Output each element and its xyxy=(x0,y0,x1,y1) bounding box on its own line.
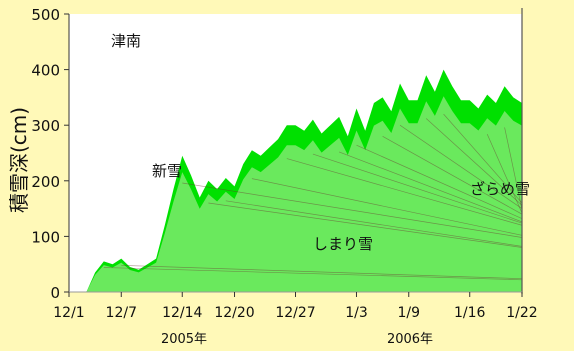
layer-boundary xyxy=(182,182,522,238)
y-axis-label: 積雪深(cm) xyxy=(7,107,31,213)
y-axis-ticks: 0 100 200 300 400 500 xyxy=(31,6,69,302)
layer-boundary xyxy=(312,153,522,224)
new-snow-light-layer xyxy=(86,96,522,292)
layer-boundary xyxy=(425,118,522,206)
x-tick-label: 12/14 xyxy=(162,305,202,321)
x-axis-ticks: 12/1 12/7 12/14 12/20 12/27 1/3 1/9 1/16 1/22 xyxy=(53,292,538,321)
x-tick-label: 12/20 xyxy=(214,305,254,321)
x-tick-label: 1/9 xyxy=(397,305,420,321)
layer-boundary xyxy=(286,158,522,226)
x-tick-label: 1/3 xyxy=(345,305,368,321)
y-tick-label: 300 xyxy=(31,117,60,135)
layer-boundary xyxy=(251,178,522,236)
layer-boundary xyxy=(121,264,522,280)
x-tick-label: 1/16 xyxy=(454,305,486,321)
chart-title: 津南 xyxy=(111,32,141,50)
layer-boundary xyxy=(338,151,522,223)
annotation-granular-snow: ざらめ雪 xyxy=(470,180,530,198)
layer-boundary xyxy=(356,144,522,219)
x-tick-label: 12/1 xyxy=(53,305,84,321)
layer-boundary xyxy=(443,113,522,204)
layer-boundary-lines xyxy=(103,113,522,281)
x-tick-label: 1/22 xyxy=(506,305,537,321)
x-tick-label: 12/27 xyxy=(275,305,315,321)
x-tick-label: 12/7 xyxy=(106,305,137,321)
annotation-new-snow: 新雪 xyxy=(152,162,182,180)
layer-boundary xyxy=(486,133,522,214)
layer-boundary xyxy=(103,267,522,281)
annotation-compacted-snow: しまり雪 xyxy=(313,235,373,253)
year-label-2005: 2005年 xyxy=(161,332,207,347)
y-tick-label: 500 xyxy=(31,6,60,24)
y-tick-label: 200 xyxy=(31,173,60,191)
layer-boundary xyxy=(382,135,522,215)
year-label-2006: 2006年 xyxy=(387,332,433,347)
new-snow-light-area xyxy=(86,96,522,292)
layer-boundary xyxy=(399,124,522,209)
y-tick-label: 400 xyxy=(31,62,60,80)
y-tick-label: 0 xyxy=(50,284,60,302)
layer-boundary xyxy=(504,127,522,210)
layer-boundary xyxy=(225,200,522,247)
y-tick-label: 100 xyxy=(31,228,60,246)
snow-layers xyxy=(86,69,522,292)
layer-boundary xyxy=(208,202,522,248)
